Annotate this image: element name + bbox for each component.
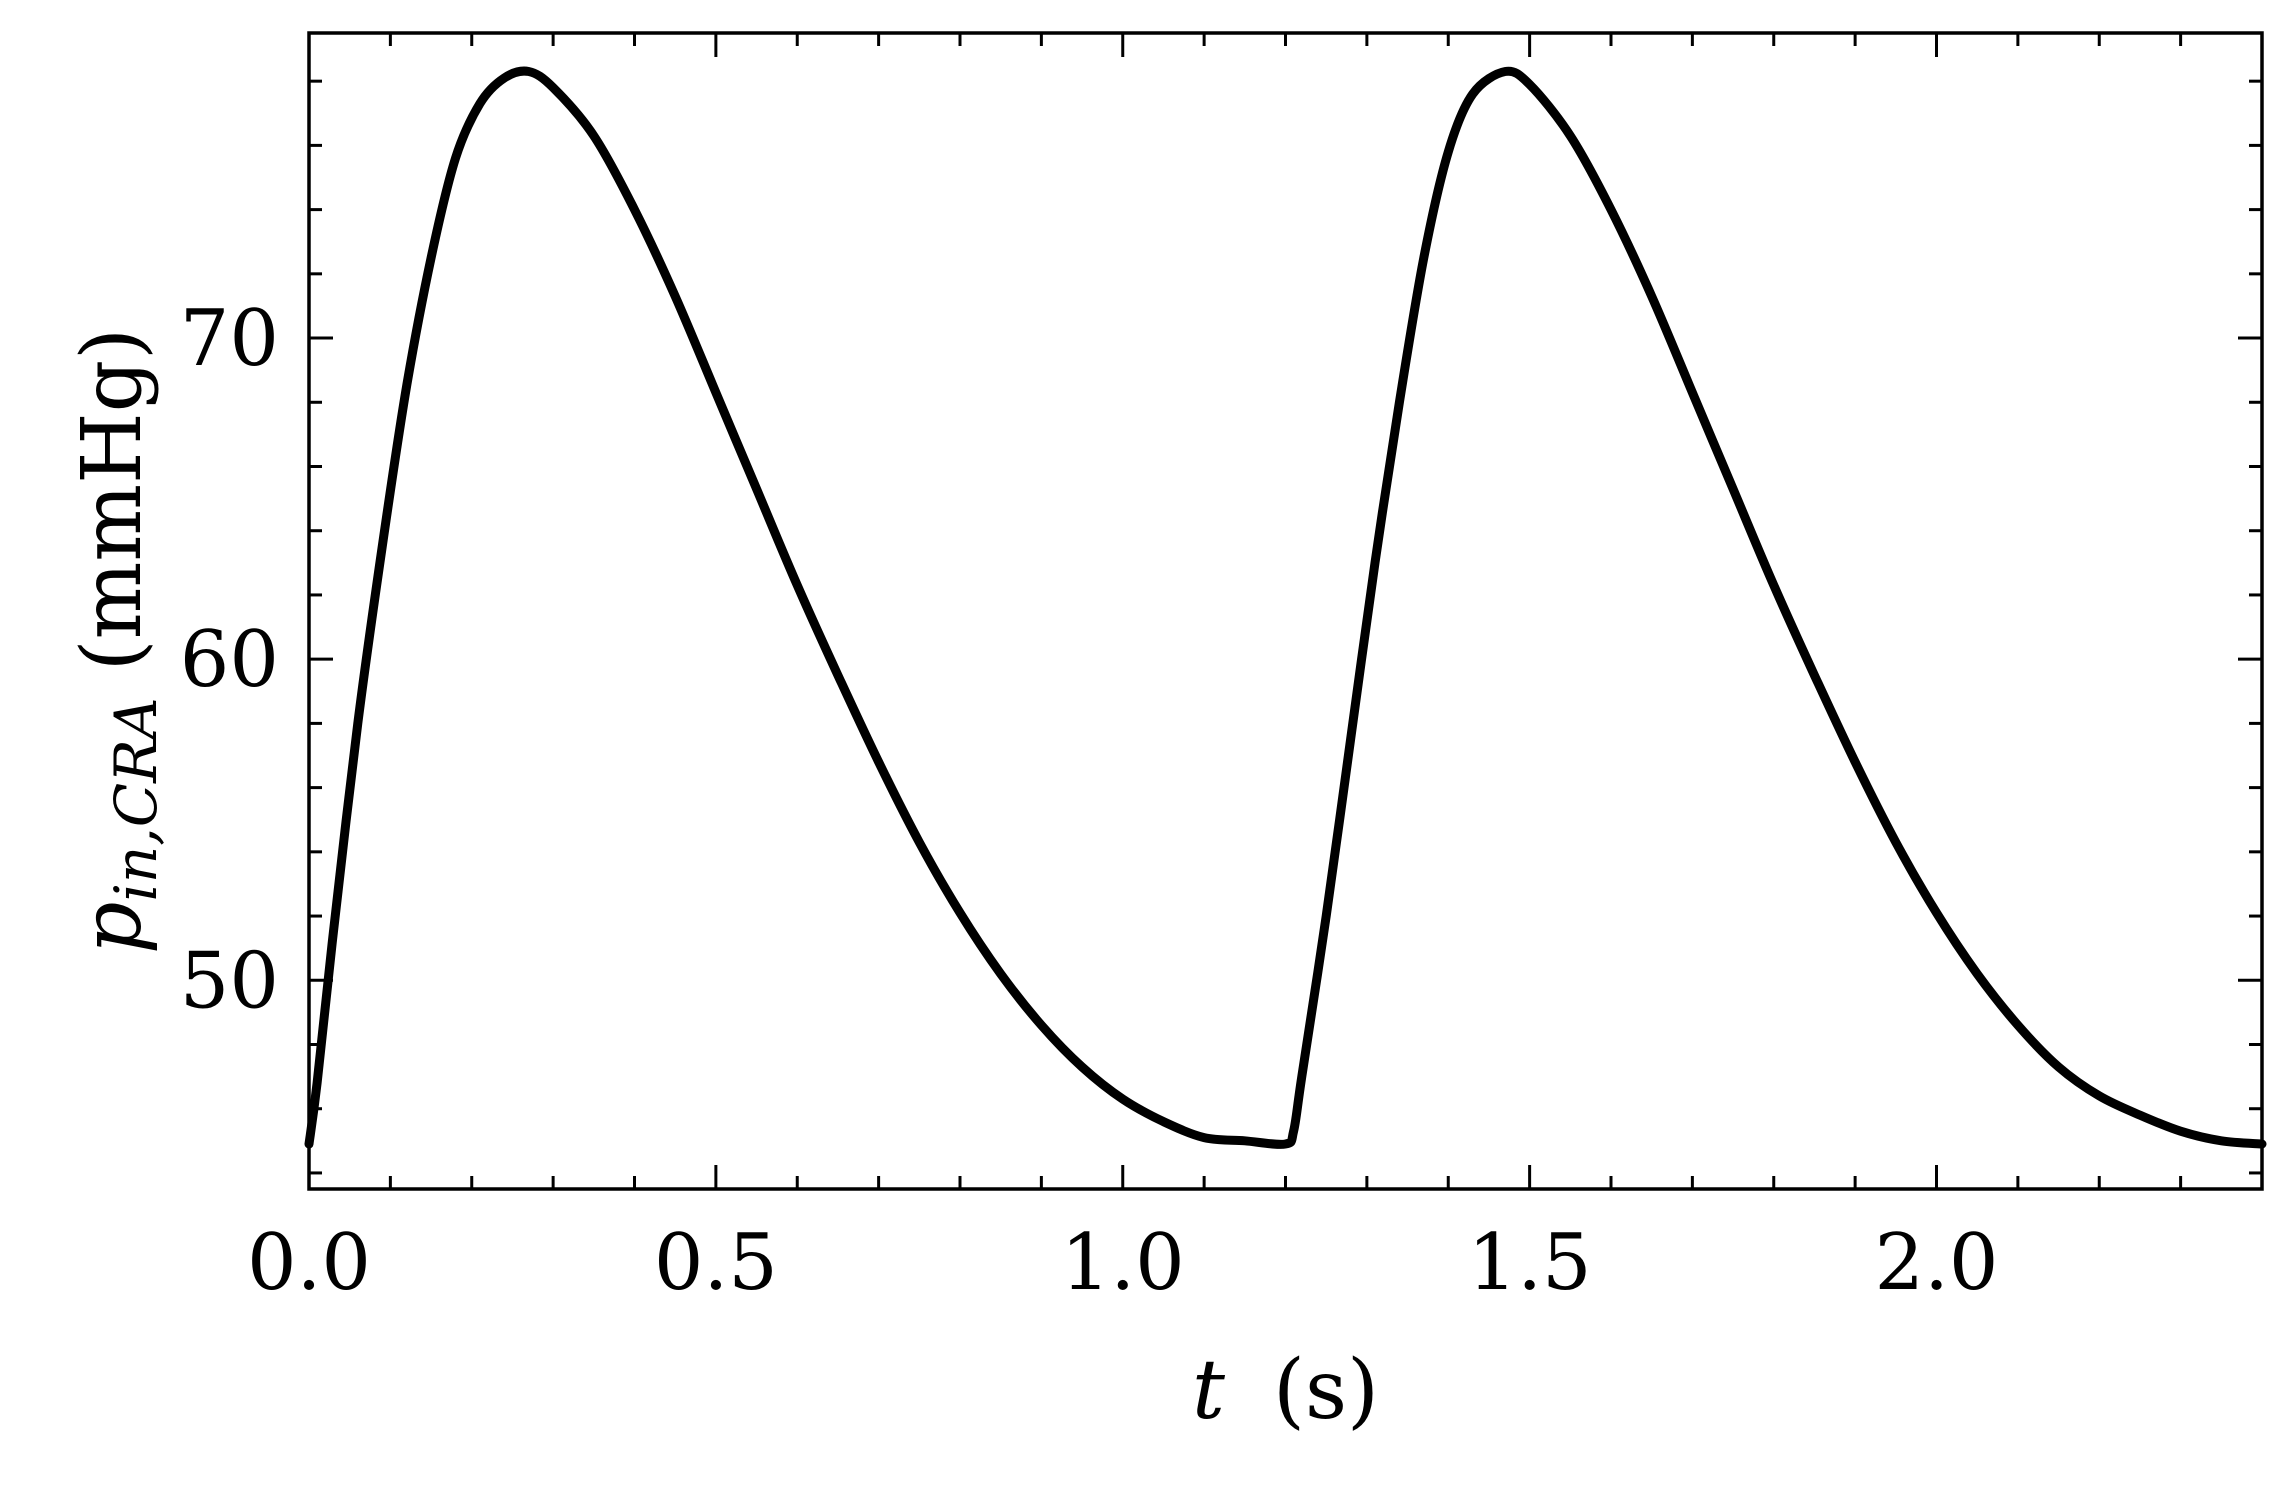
y-axis-subscript: in,CRA (102, 697, 170, 901)
y-tick-label: 50 (180, 936, 279, 1026)
x-tick-label: 0.5 (654, 1218, 778, 1308)
x-tick-label: 1.5 (1468, 1218, 1592, 1308)
major-ticks (307, 33, 2262, 1189)
x-tick-labels: 0.0 0.5 1.0 1.5 2.0 (247, 1218, 1999, 1308)
y-tick-label: 70 (180, 294, 279, 384)
plot-frame (307, 31, 2264, 1191)
x-axis-unit: (s) (1273, 1343, 1379, 1438)
x-tick-label: 2.0 (1874, 1218, 1998, 1308)
y-axis-label: pin,CRA (mmHg) (65, 328, 170, 954)
y-tick-label: 60 (180, 615, 279, 705)
x-axis-variable: t (1192, 1343, 1226, 1438)
y-axis-unit: (mmHg) (65, 328, 160, 672)
y-axis-variable: p (65, 902, 160, 955)
x-axis-label: t (s) (1192, 1343, 1379, 1438)
pressure-series-line (304, 66, 2267, 1149)
x-tick-label: 1.0 (1061, 1218, 1185, 1308)
minor-ticks (309, 33, 2264, 1189)
y-tick-labels: 50 60 70 (180, 294, 279, 1026)
x-tick-label: 0.0 (247, 1218, 371, 1308)
